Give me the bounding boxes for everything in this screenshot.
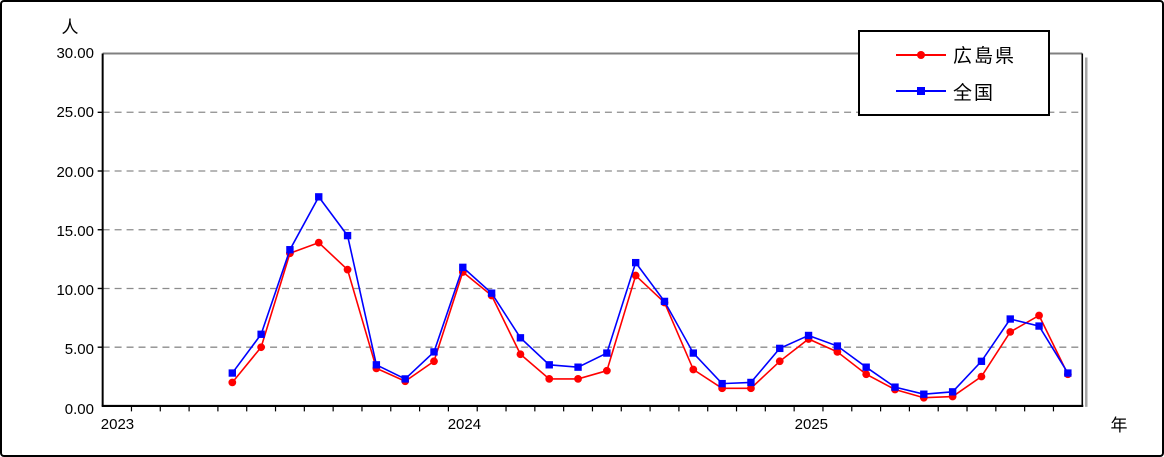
data-point-marker — [574, 375, 582, 383]
data-point-marker — [314, 238, 323, 247]
data-point-marker — [516, 350, 525, 359]
legend: 広島県 全国 — [858, 30, 1050, 116]
series-line — [231, 241, 1069, 399]
data-point-marker — [631, 258, 640, 267]
data-point-marker — [257, 343, 266, 352]
x-ticks — [130, 406, 1055, 412]
data-point-marker — [1035, 322, 1043, 330]
data-point-marker — [343, 231, 352, 240]
data-point-marker — [430, 357, 438, 366]
square-marker-icon — [917, 87, 925, 96]
data-point-marker — [862, 370, 871, 379]
data-point-marker — [228, 378, 237, 387]
x-year-label: 2025 — [794, 416, 829, 433]
series-hiroshima — [228, 238, 1072, 402]
series-line — [231, 195, 1069, 395]
data-point-marker — [228, 369, 236, 377]
data-point-marker — [545, 375, 554, 383]
data-point-marker — [775, 357, 784, 366]
data-point-marker — [833, 348, 842, 356]
data-point-marker — [430, 348, 438, 356]
data-point-marker — [603, 349, 611, 357]
data-point-marker — [718, 379, 726, 388]
y-axis-label: 15.00 — [56, 222, 94, 240]
series-national — [228, 193, 1072, 398]
data-point-marker — [689, 349, 697, 357]
data-point-marker — [862, 363, 870, 371]
data-point-marker — [977, 357, 986, 365]
legend-item-hiroshima: 広島県 — [896, 41, 1048, 68]
data-point-marker — [920, 390, 928, 398]
legend-line-sample — [896, 87, 946, 96]
data-point-marker — [257, 330, 265, 338]
data-point-marker — [574, 363, 582, 371]
legend-label: 全国 — [953, 82, 996, 104]
data-point-marker — [315, 193, 323, 201]
x-axis-unit-label: 年 — [1110, 416, 1128, 435]
data-point-marker — [776, 344, 784, 353]
data-point-marker — [487, 289, 496, 297]
data-point-marker — [516, 334, 525, 342]
data-point-marker — [747, 384, 755, 393]
y-axis-label: 10.00 — [56, 282, 94, 299]
legend-item-national: 全国 — [896, 78, 1048, 105]
data-point-marker — [459, 263, 467, 271]
data-point-marker — [833, 342, 842, 350]
data-point-marker — [660, 297, 669, 306]
data-point-marker — [977, 372, 986, 381]
y-axis-unit-label: 人 — [61, 18, 79, 37]
data-point-marker — [545, 361, 553, 369]
data-point-marker — [372, 361, 381, 369]
y-axis-label: 5.00 — [64, 341, 94, 359]
data-point-marker — [286, 246, 294, 254]
data-point-marker — [1035, 311, 1043, 320]
plot-frame — [101, 52, 1088, 408]
circle-marker-icon — [917, 50, 925, 59]
y-axis-label: 30.00 — [56, 45, 94, 62]
data-point-marker — [1006, 315, 1014, 323]
data-point-marker — [401, 375, 409, 383]
data-point-marker — [631, 271, 640, 280]
y-axis-label: 0.00 — [64, 400, 94, 418]
y-axis-label: 25.00 — [56, 104, 94, 122]
data-point-marker — [747, 378, 755, 387]
data-point-marker — [1064, 369, 1072, 377]
data-point-marker — [1006, 328, 1015, 336]
data-point-marker — [891, 383, 899, 391]
data-point-marker — [948, 388, 957, 396]
legend-label: 広島県 — [953, 46, 1017, 68]
x-year-label: 2024 — [447, 416, 482, 433]
data-point-marker — [689, 365, 698, 374]
data-point-marker — [804, 331, 813, 340]
data-point-marker — [343, 265, 352, 274]
y-axis-label: 20.00 — [56, 163, 94, 181]
x-year-label: 2023 — [100, 416, 135, 433]
data-point-marker — [602, 366, 611, 375]
legend-line-sample — [896, 50, 946, 59]
gridlines — [97, 111, 1083, 348]
